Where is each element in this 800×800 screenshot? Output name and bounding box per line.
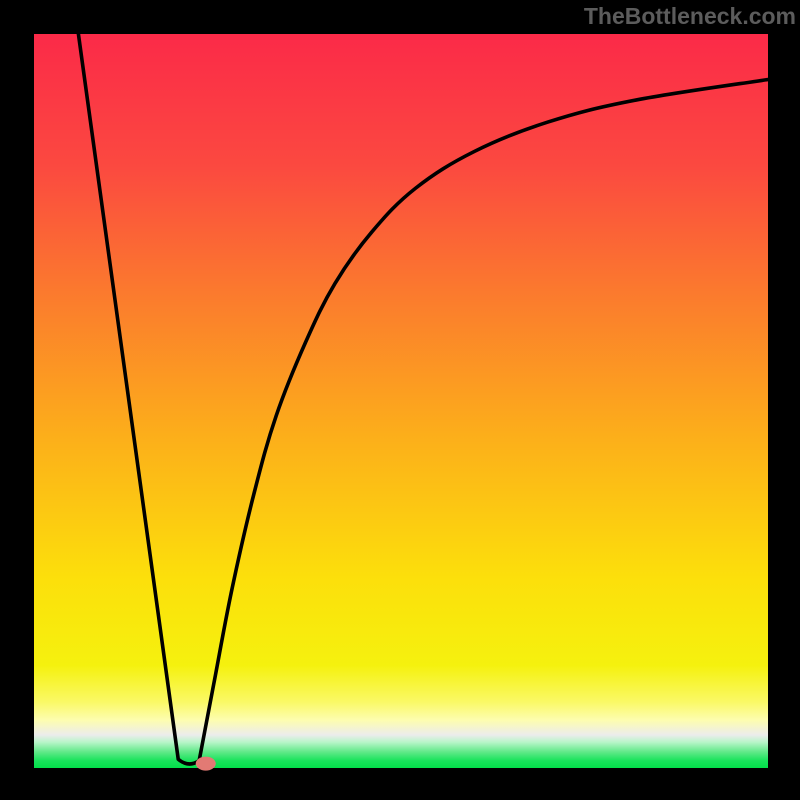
plot-area — [34, 34, 768, 768]
chart-frame: TheBottleneck.com — [0, 0, 800, 800]
watermark-text: TheBottleneck.com — [584, 3, 796, 30]
minimum-marker — [196, 757, 216, 771]
bottleneck-curve — [78, 34, 768, 764]
curve-layer — [34, 34, 768, 768]
